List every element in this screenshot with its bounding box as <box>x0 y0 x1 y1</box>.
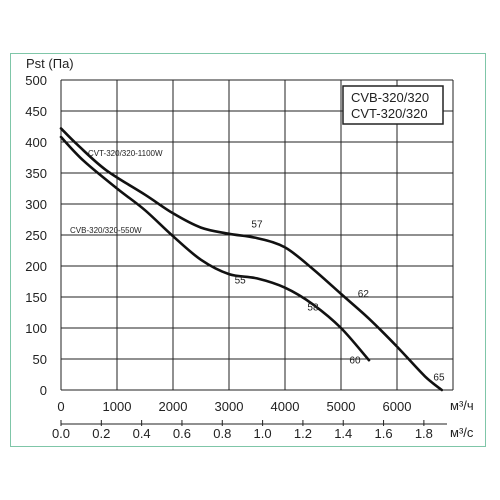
y-tick-label: 250 <box>25 228 47 243</box>
point-label: 58 <box>307 303 319 314</box>
y-tick-label: 450 <box>25 104 47 119</box>
point-label: 55 <box>235 275 247 286</box>
point-label: 60 <box>349 355 361 366</box>
x2-tick-label: 1.8 <box>415 426 433 441</box>
y-tick-label: 300 <box>25 197 47 212</box>
y-tick-labels: 0 50 100 150 200 250 300 350 400 450 500 <box>25 73 47 398</box>
y-tick-label: 500 <box>25 73 47 88</box>
x-tick-label: 0 <box>57 399 64 414</box>
x2-tick-label: 1.4 <box>334 426 352 441</box>
x2-tick-labels: 0.0 0.2 0.4 0.6 0.8 1.0 1.2 1.4 1.6 1.8 <box>52 420 447 441</box>
y-tick-label: 400 <box>25 135 47 150</box>
x-tick-label: 5000 <box>327 399 356 414</box>
x2-tick-label: 1.0 <box>254 426 272 441</box>
x2-tick-label: 0.4 <box>133 426 151 441</box>
y-axis-label: Pst (Па) <box>26 56 74 71</box>
x2-tick-label: 1.6 <box>375 426 393 441</box>
y-tick-label: 200 <box>25 259 47 274</box>
point-label: 62 <box>358 289 370 300</box>
series-line-cvb <box>59 135 371 362</box>
series-label-cvb: CVB-320/320-550W <box>70 226 142 235</box>
x2-tick-label: 0.2 <box>92 426 110 441</box>
legend-line-2: CVT-320/320 <box>351 106 428 121</box>
y-tick-label: 0 <box>40 383 47 398</box>
curves <box>59 127 444 392</box>
y-tick-label: 50 <box>33 352 47 367</box>
x-tick-label: 1000 <box>103 399 132 414</box>
point-label: 65 <box>433 373 445 384</box>
x2-tick-label: 0.6 <box>173 426 191 441</box>
grid <box>60 79 454 391</box>
x-tick-label: 4000 <box>271 399 300 414</box>
y-tick-label: 150 <box>25 290 47 305</box>
x2-tick-label: 0.8 <box>213 426 231 441</box>
x-tick-labels: 0 1000 2000 3000 4000 5000 6000 <box>57 399 411 414</box>
point-labels: 57 55 62 58 60 65 <box>235 220 445 384</box>
x-axis-label: м³/ч <box>450 398 474 413</box>
x-tick-label: 2000 <box>159 399 188 414</box>
x2-tick-label: 0.0 <box>52 426 70 441</box>
series-label-cvt: CVT-320/320-1100W <box>88 149 163 158</box>
y-tick-label: 100 <box>25 321 47 336</box>
x2-tick-label: 1.2 <box>294 426 312 441</box>
legend-line-1: CVB-320/320 <box>351 90 429 105</box>
legend-box: CVB-320/320 CVT-320/320 <box>342 85 444 125</box>
point-label: 57 <box>251 220 263 231</box>
x-tick-label: 6000 <box>383 399 412 414</box>
x2-axis-label: м³/с <box>450 425 474 440</box>
x-tick-label: 3000 <box>215 399 244 414</box>
series-line-cvt <box>59 127 444 392</box>
y-tick-label: 350 <box>25 166 47 181</box>
